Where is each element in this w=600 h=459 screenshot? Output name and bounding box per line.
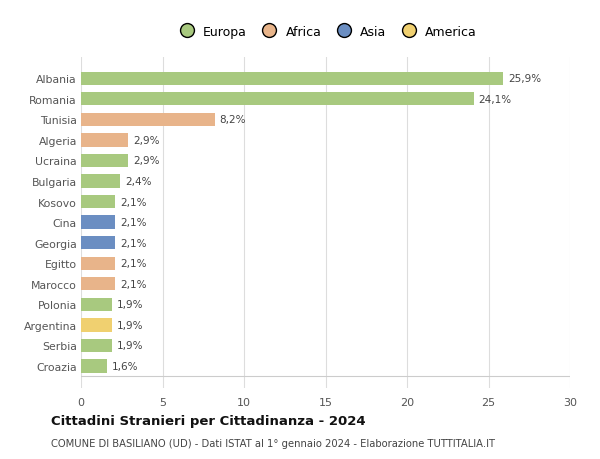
Text: 1,9%: 1,9% xyxy=(117,300,143,310)
Text: 24,1%: 24,1% xyxy=(479,95,512,105)
Text: 2,1%: 2,1% xyxy=(120,197,146,207)
Text: 25,9%: 25,9% xyxy=(508,74,541,84)
Bar xyxy=(81,257,115,270)
Text: 2,9%: 2,9% xyxy=(133,135,160,146)
Text: 2,1%: 2,1% xyxy=(120,238,146,248)
Bar xyxy=(81,73,503,86)
Text: COMUNE DI BASILIANO (UD) - Dati ISTAT al 1° gennaio 2024 - Elaborazione TUTTITAL: COMUNE DI BASILIANO (UD) - Dati ISTAT al… xyxy=(51,438,495,448)
Bar xyxy=(81,154,128,168)
Bar xyxy=(81,236,115,250)
Text: 2,1%: 2,1% xyxy=(120,279,146,289)
Text: 1,9%: 1,9% xyxy=(117,341,143,351)
Bar xyxy=(81,319,112,332)
Text: Cittadini Stranieri per Cittadinanza - 2024: Cittadini Stranieri per Cittadinanza - 2… xyxy=(51,414,365,428)
Bar xyxy=(81,93,474,106)
Bar xyxy=(81,134,128,147)
Bar xyxy=(81,113,215,127)
Text: 2,1%: 2,1% xyxy=(120,218,146,228)
Text: 2,1%: 2,1% xyxy=(120,258,146,269)
Bar xyxy=(81,278,115,291)
Legend: Europa, Africa, Asia, America: Europa, Africa, Asia, America xyxy=(174,26,477,39)
Text: 2,4%: 2,4% xyxy=(125,177,152,187)
Bar xyxy=(81,339,112,353)
Text: 1,6%: 1,6% xyxy=(112,361,139,371)
Bar xyxy=(81,196,115,209)
Text: 1,9%: 1,9% xyxy=(117,320,143,330)
Bar xyxy=(81,216,115,230)
Text: 8,2%: 8,2% xyxy=(220,115,246,125)
Bar xyxy=(81,359,107,373)
Text: 2,9%: 2,9% xyxy=(133,156,160,166)
Bar xyxy=(81,175,120,188)
Bar xyxy=(81,298,112,311)
